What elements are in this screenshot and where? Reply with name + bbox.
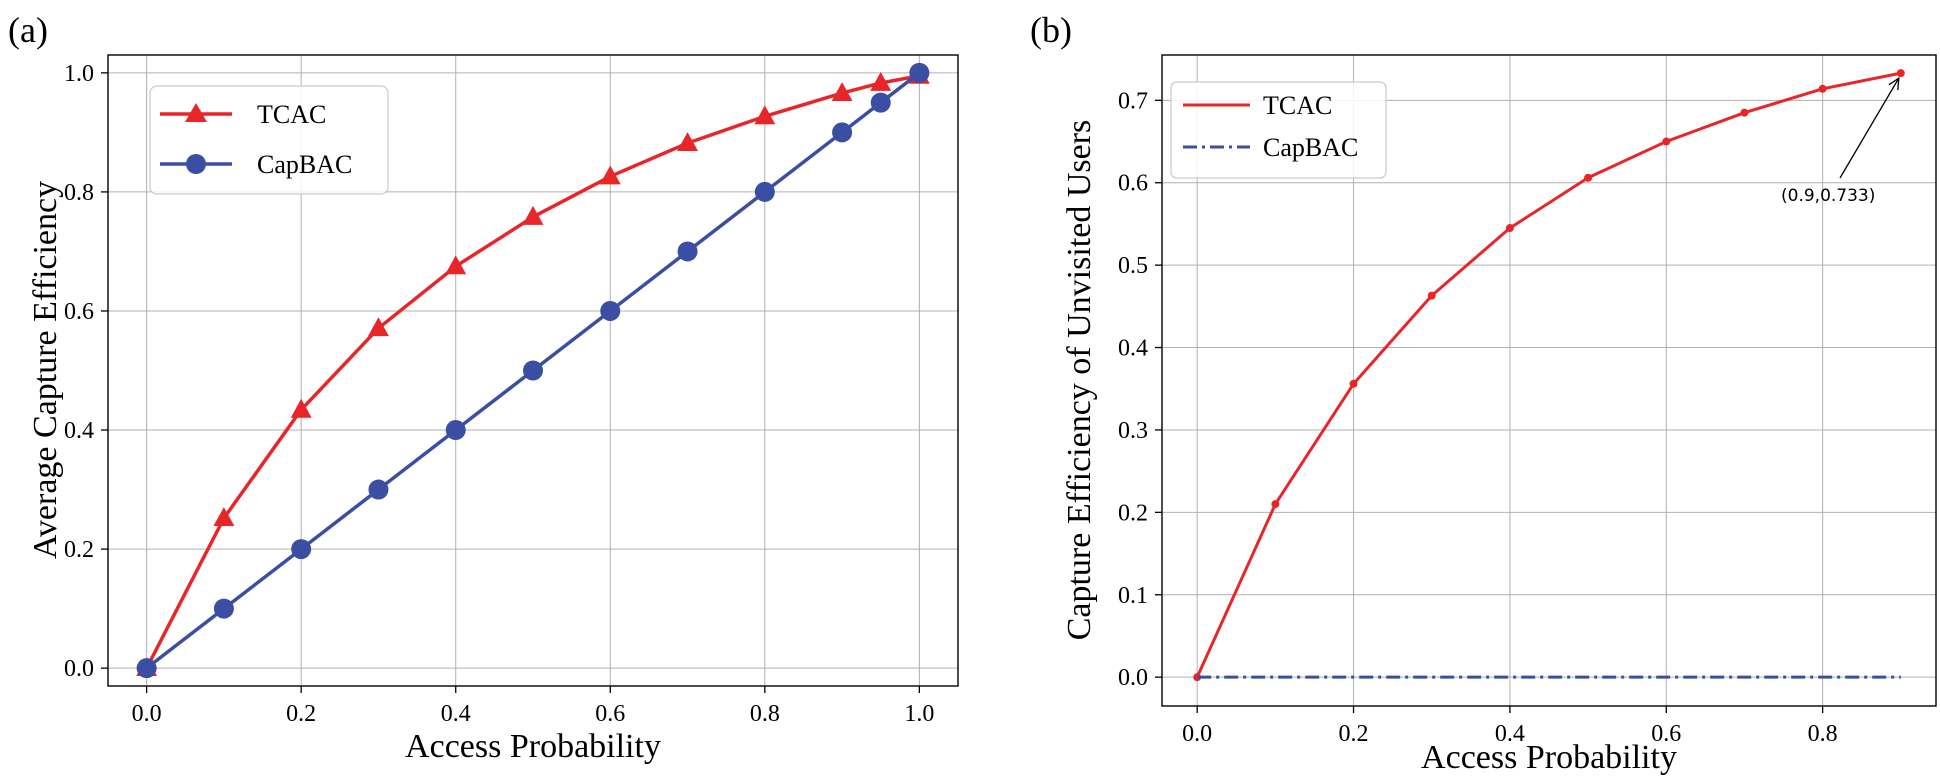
chart-b-ytick-label: 0.1	[1118, 583, 1148, 609]
chart-b-legend-capbac-label: CapBAC	[1263, 133, 1358, 162]
chart-a-ylabel: Average Capture Efficiency	[27, 181, 64, 559]
chart-b-annotation: (0.9,0.733)	[1781, 76, 1900, 206]
chart-a-xtick-label: 0.0	[132, 701, 162, 727]
chart-a-tcac-point	[213, 507, 235, 527]
chart-a-tcac-line	[145, 74, 920, 669]
chart-b-ytick-label: 0.3	[1118, 418, 1148, 444]
chart-b-xtick-label: 0.2	[1339, 721, 1369, 747]
chart-a-tcac-point	[870, 71, 892, 91]
chart-a-tcac-point	[599, 165, 621, 185]
chart-a-ticks: 0.0 0.2 0.4 0.6 0.8 1.0 0.0 0.2 0.4 0.6 0.8 1.0	[64, 61, 934, 727]
chart-b: 0.0 0.2 0.4 0.6 0.80.00.10.20.30.40.50.60.7 …	[1061, 54, 1937, 776]
chart-a-ytick-label: 0.0	[64, 656, 94, 682]
chart-b-legend-tcac-label: TCAC	[1263, 91, 1332, 120]
chart-a-legend-capbac-label: CapBAC	[257, 150, 352, 179]
chart-a-tcac-point	[831, 82, 853, 102]
chart-b-tcac-point	[1427, 291, 1436, 300]
chart-b-ylabel: Capture Efficiency of Unvisited Users	[1061, 120, 1098, 641]
chart-a-capbac-point	[677, 241, 698, 262]
chart-a-tcac-point	[368, 317, 389, 337]
chart-b-tcac-point	[1896, 69, 1905, 78]
chart-b-ytick-label: 0.2	[1118, 500, 1148, 526]
chart-b-tcac-point	[1662, 137, 1671, 146]
chart-a-xtick-label: 0.6	[595, 701, 625, 727]
chart-a-capbac-point	[600, 300, 621, 321]
panel-a-label: (a)	[8, 10, 48, 50]
chart-a-ytick-label: 1.0	[64, 61, 94, 87]
chart-a-ytick-label: 0.4	[64, 418, 94, 444]
chart-b-tcac-point	[1818, 84, 1827, 93]
chart-b-tcac-point	[1271, 500, 1280, 509]
panel-b-label: (b)	[1030, 10, 1072, 50]
chart-a-legend-capbac-marker	[186, 154, 206, 174]
chart-b-xtick-label: 0.0	[1182, 721, 1212, 747]
chart-b-ytick-label: 0.6	[1118, 171, 1148, 197]
chart-a-capbac-point	[213, 598, 234, 619]
chart-a-xtick-label: 0.4	[441, 701, 471, 727]
chart-b-xtick-label: 0.8	[1808, 721, 1838, 747]
chart-a-xtick-label: 1.0	[904, 701, 934, 727]
chart-b-tcac-point	[1505, 224, 1514, 233]
chart-a-tcac-point	[290, 398, 312, 418]
chart-a-legend-tcac-marker	[185, 103, 207, 122]
chart-a-series	[136, 62, 930, 679]
chart-b-xtick-label: 0.6	[1651, 721, 1681, 747]
chart-a-capbac-point	[832, 122, 853, 143]
chart-a-legend: TCAC CapBAC	[149, 85, 389, 195]
chart-a-capbac-point	[754, 181, 775, 202]
chart-a-tcac-point	[522, 205, 544, 225]
chart-a-xtick-label: 0.2	[286, 701, 316, 727]
chart-a-frame	[107, 54, 959, 687]
chart-a-capbac-point	[523, 360, 543, 381]
chart-b-frame	[1161, 54, 1937, 707]
chart-a-capbac-point	[870, 92, 891, 113]
chart-a-tcac-point	[445, 255, 467, 275]
chart-a-ytick-label: 0.6	[64, 299, 94, 325]
chart-a-tcac-point	[677, 132, 698, 152]
chart-b-tcac-line	[1195, 71, 1902, 678]
chart-a-ytick-label: 0.8	[64, 180, 94, 206]
chart-b-legend: TCAC CapBAC	[1170, 81, 1387, 179]
chart-b-ticks: 0.0 0.2 0.4 0.6 0.8 0.0 0.1 0.2 0.3 0.4 0.5 0.6 0.7	[1118, 88, 1838, 747]
chart-b-tcac-point	[1740, 108, 1749, 117]
chart-b-ytick-label: 0.0	[1118, 665, 1148, 691]
chart-b-xlabel: Access Probability	[1421, 739, 1677, 776]
chart-b-xtick-label: 0.4	[1495, 721, 1525, 747]
annotation-label: (0.9,0.733)	[1781, 186, 1875, 206]
chart-a-tcac-point	[754, 105, 776, 125]
chart-b-tcac-point	[1584, 173, 1593, 182]
chart-b-tcac-point	[1349, 379, 1358, 388]
annotation-arrow-line	[1839, 77, 1900, 179]
chart-a-ytick-label: 0.2	[64, 537, 94, 563]
chart-a-legend-tcac-label: TCAC	[257, 100, 326, 129]
chart-a-capbac-point	[136, 658, 157, 679]
chart-b-ytick-label: 0.5	[1118, 253, 1148, 279]
chart-a-xtick-label: 0.8	[750, 701, 780, 727]
annotation-arrow-head	[1888, 76, 1900, 91]
chart-b-ytick-label: 0.7	[1118, 88, 1148, 114]
chart-a: 0.0 0.2 0.4 0.6 0.8 1.0 0.0 0.2 0.4 0.6 0.8 1.0 Acc…	[27, 54, 959, 765]
chart-b-ytick-label: 0.4	[1118, 336, 1148, 362]
chart-a-capbac-point	[368, 479, 389, 500]
chart-a-capbac-point	[445, 420, 466, 441]
chart-a-capbac-point	[291, 539, 312, 560]
chart-a-xlabel: Access Probability	[405, 728, 661, 765]
chart-a-capbac-point	[909, 62, 930, 83]
chart-b-series	[1193, 69, 1905, 682]
